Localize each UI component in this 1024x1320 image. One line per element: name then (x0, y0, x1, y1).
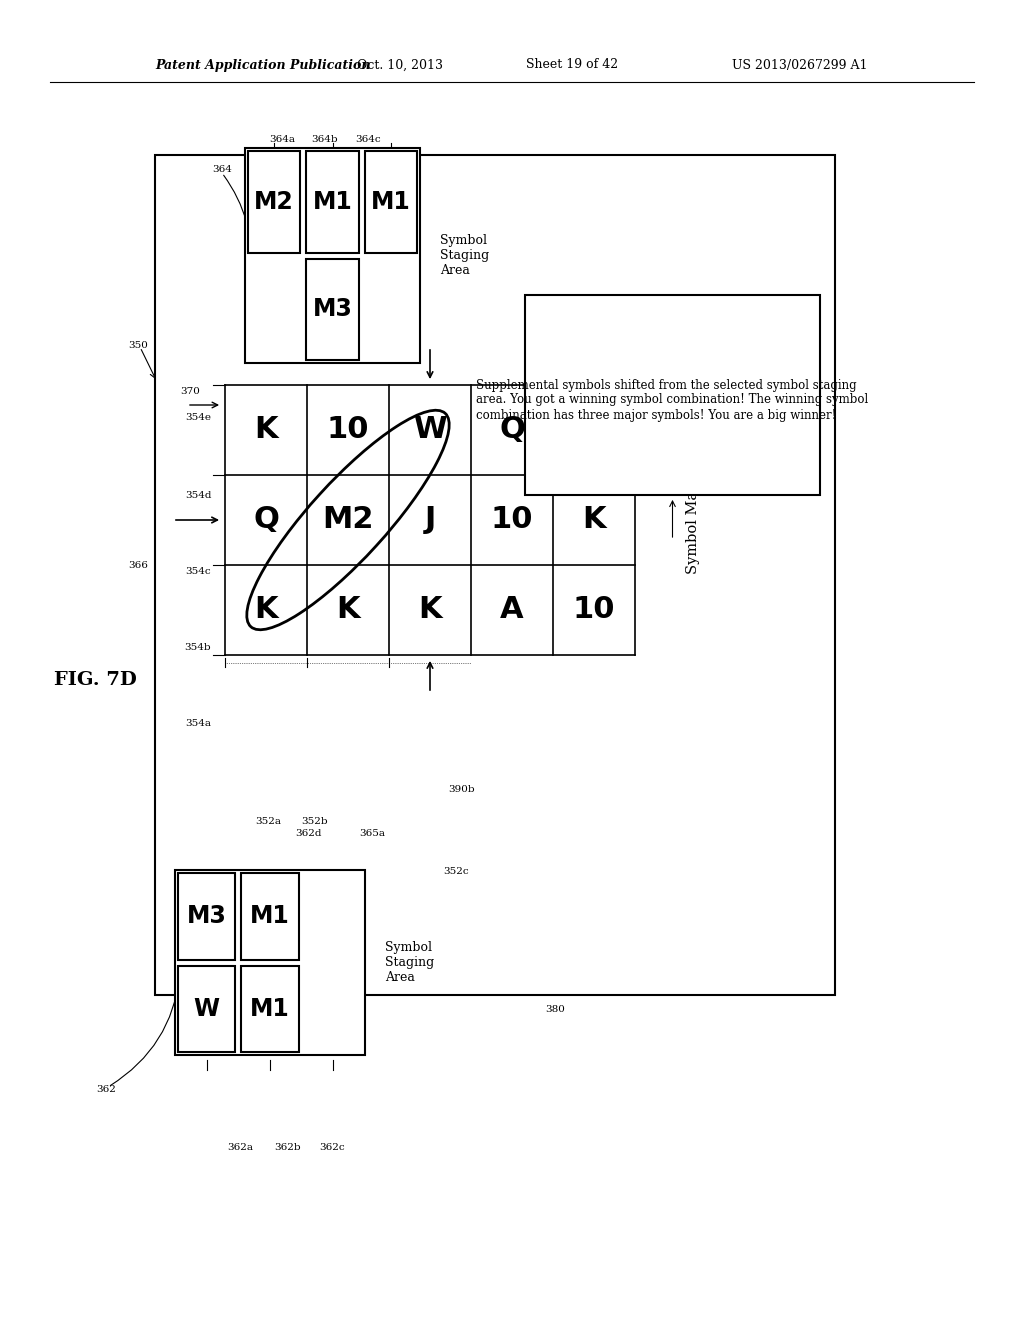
Text: K: K (418, 595, 441, 624)
Text: 364: 364 (212, 165, 232, 174)
Text: 10: 10 (490, 506, 534, 535)
Text: 354b: 354b (184, 644, 211, 652)
Text: 370: 370 (180, 388, 200, 396)
Text: 352a: 352a (255, 817, 281, 826)
Text: 366: 366 (128, 561, 147, 570)
Text: 364a: 364a (269, 136, 295, 144)
Text: M1: M1 (250, 904, 290, 928)
Text: 365b: 365b (379, 334, 406, 342)
Text: Oct. 10, 2013: Oct. 10, 2013 (357, 58, 443, 71)
Text: 362b: 362b (274, 1143, 301, 1152)
Bar (306, 150, 358, 252)
Text: 352b: 352b (302, 817, 329, 826)
Text: 365a: 365a (359, 829, 385, 838)
Text: 352c: 352c (443, 867, 469, 876)
Text: 354e: 354e (185, 413, 211, 422)
Text: Symbol
Staging
Area: Symbol Staging Area (385, 941, 434, 983)
Text: 10: 10 (327, 416, 370, 445)
Bar (155, 154, 835, 995)
Text: M1: M1 (312, 190, 352, 214)
Text: M1: M1 (371, 190, 411, 214)
Bar (525, 294, 820, 495)
Text: J: J (424, 506, 435, 535)
Text: K: K (254, 595, 278, 624)
Bar (178, 965, 236, 1052)
Bar (306, 259, 358, 360)
Text: 380: 380 (545, 1006, 565, 1015)
Text: Patent Application Publication: Patent Application Publication (155, 58, 371, 71)
Text: M2: M2 (323, 506, 374, 535)
Text: W: W (414, 416, 446, 445)
Text: 390b: 390b (449, 785, 475, 795)
Bar (175, 870, 365, 1055)
Text: Symbol Matrix: Symbol Matrix (686, 466, 700, 574)
Text: W: W (194, 997, 220, 1020)
Text: Sheet 19 of 42: Sheet 19 of 42 (526, 58, 618, 71)
Text: 354a: 354a (185, 719, 211, 729)
Bar (242, 965, 299, 1052)
Text: US 2013/0267299 A1: US 2013/0267299 A1 (732, 58, 867, 71)
Text: K: K (254, 416, 278, 445)
Text: 362c: 362c (319, 1143, 345, 1152)
Bar (242, 873, 299, 960)
Text: 362d: 362d (295, 829, 322, 838)
Text: FIG. 7D: FIG. 7D (53, 671, 136, 689)
Text: 354c: 354c (185, 568, 211, 577)
Bar (178, 873, 236, 960)
Text: Supplemental symbols shifted from the selected symbol staging
area. You got a wi: Supplemental symbols shifted from the se… (476, 379, 868, 421)
Text: 364d: 364d (329, 264, 355, 272)
Text: 354d: 354d (184, 491, 211, 500)
Text: Q: Q (253, 506, 279, 535)
Text: Symbol
Staging
Area: Symbol Staging Area (440, 234, 489, 277)
Text: 364c: 364c (355, 136, 381, 144)
Text: A: A (500, 595, 524, 624)
Text: M1: M1 (250, 997, 290, 1020)
Text: 350: 350 (128, 341, 147, 350)
Text: 362a: 362a (227, 1143, 253, 1152)
Text: K: K (336, 595, 359, 624)
Text: Q: Q (499, 416, 525, 445)
Text: K: K (583, 506, 606, 535)
Bar (365, 150, 417, 252)
Text: M3: M3 (186, 904, 226, 928)
Text: 10: 10 (572, 595, 615, 624)
Text: 364b: 364b (311, 136, 338, 144)
Text: M2: M2 (254, 190, 294, 214)
Bar (245, 148, 420, 363)
Text: M3: M3 (312, 297, 352, 321)
Text: J: J (589, 416, 600, 445)
Text: 362: 362 (96, 1085, 116, 1094)
Bar (248, 150, 300, 252)
